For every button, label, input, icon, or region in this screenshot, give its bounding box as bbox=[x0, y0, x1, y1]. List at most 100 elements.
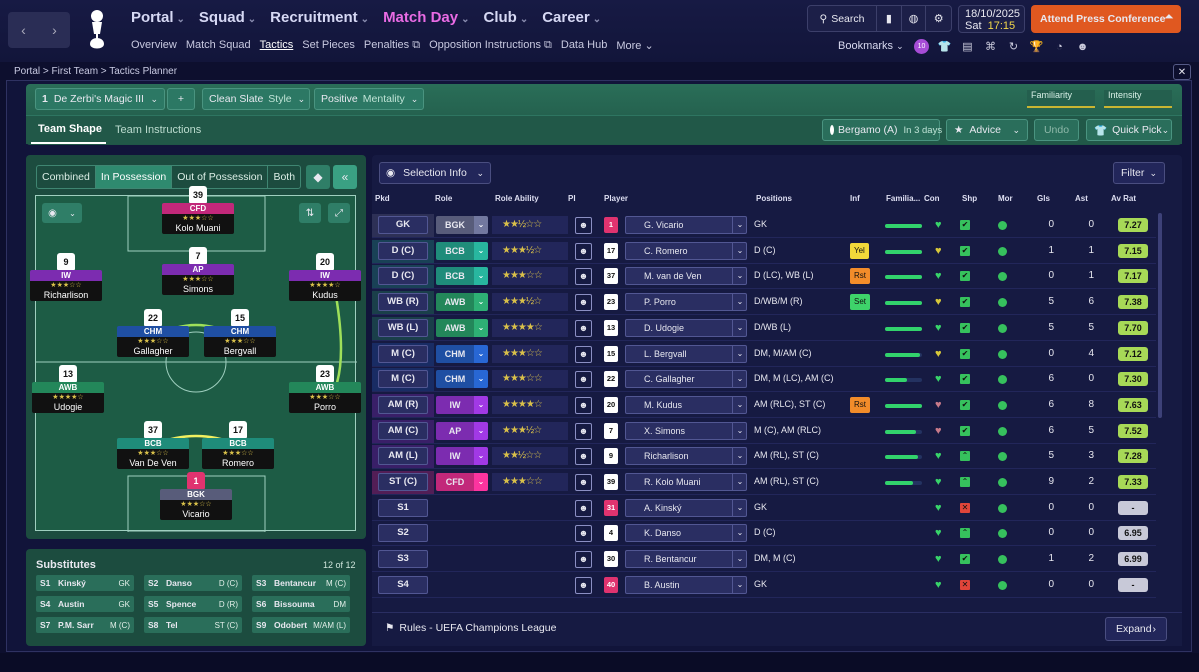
role-select[interactable]: BCB bbox=[436, 241, 474, 260]
pitch-player-chm-left[interactable]: 22 CHM ★★★☆☆ Gallagher bbox=[117, 309, 189, 357]
breadcrumb-item[interactable]: Tactics Planner bbox=[109, 66, 178, 77]
chevron-down-icon[interactable]: ⌄ bbox=[732, 447, 747, 466]
chevron-down-icon[interactable]: ⌄ bbox=[474, 473, 488, 491]
table-row[interactable]: WB (R) AWB ⌄ ★★★½☆ ☻ 23 P. Porro ⌄ D/WB/M (R) Set… bbox=[372, 290, 1156, 316]
pitch-player-bcb-left[interactable]: 37 BCB ★★★☆☆ Van De Ven bbox=[117, 421, 189, 469]
advice-button[interactable]: ★ Advice ⌄ bbox=[946, 119, 1028, 141]
pitch-options-button[interactable]: ◆ bbox=[306, 165, 330, 189]
table-row[interactable]: S2 ☻ 4 K. Danso ⌄ D (C) ♥ ⌃ 0 0 6.95 bbox=[372, 521, 1156, 547]
column-header[interactable]: Av Rat bbox=[1111, 194, 1137, 203]
table-row[interactable]: S3 ☻ 30 R. Bentancur ⌄ DM, M (C) ♥ ✔ 1 2 6.99 bbox=[372, 547, 1156, 573]
breadcrumb-item[interactable]: First Team bbox=[51, 66, 99, 77]
pitch-tab-1[interactable]: In Possession bbox=[95, 166, 173, 188]
picked-position[interactable]: GK bbox=[378, 216, 428, 234]
picked-position[interactable]: ST (C) bbox=[378, 473, 428, 491]
table-row[interactable]: M (C) CHM ⌄ ★★★☆☆ ☻ 22 C. Gallagher ⌄ DM, M (LC)… bbox=[372, 367, 1156, 393]
chevron-down-icon[interactable]: ⌄ bbox=[732, 421, 747, 440]
column-header[interactable]: Con bbox=[924, 194, 940, 203]
picked-position[interactable]: AM (C) bbox=[378, 421, 428, 440]
sub-card[interactable]: S1 Kinský GK bbox=[36, 575, 134, 591]
chevron-down-icon[interactable]: ⌄ bbox=[474, 216, 488, 234]
collapse-pitch-button[interactable]: « bbox=[333, 165, 357, 189]
role-select[interactable]: CFD bbox=[436, 473, 474, 491]
player-select[interactable]: M. Kudus bbox=[625, 395, 747, 414]
chevron-down-icon[interactable]: ⌄ bbox=[732, 550, 747, 569]
player-instructions-icon[interactable]: ☻ bbox=[575, 576, 592, 594]
column-header[interactable]: Ast bbox=[1075, 194, 1088, 203]
table-row[interactable]: D (C) BCB ⌄ ★★★½☆ ☻ 17 C. Romero ⌄ D (C) Yel ♥ ✔ 1 1 7… bbox=[372, 239, 1156, 264]
player-instructions-icon[interactable]: ☻ bbox=[575, 396, 592, 414]
nav-recruitment[interactable]: Recruitment ⌄ bbox=[270, 9, 369, 26]
column-header[interactable]: Role Ability bbox=[495, 194, 539, 203]
pitch-player-chm-right[interactable]: 15 CHM ★★★☆☆ Bergvall bbox=[204, 309, 276, 357]
column-header[interactable]: Familia... bbox=[886, 194, 921, 203]
familiarity-meter[interactable]: Familiarity bbox=[1027, 90, 1095, 108]
player-select[interactable]: C. Romero bbox=[625, 241, 747, 260]
player-instructions-icon[interactable]: ☻ bbox=[575, 474, 592, 491]
chevron-down-icon[interactable]: ⌄ bbox=[732, 498, 747, 517]
player-instructions-icon[interactable]: ☻ bbox=[575, 294, 592, 312]
player-instructions-icon[interactable]: ☻ bbox=[575, 499, 592, 517]
tab-team-instructions[interactable]: Team Instructions bbox=[115, 124, 202, 136]
player-select[interactable]: G. Vicario bbox=[625, 216, 747, 234]
sub-card[interactable]: S6 Bissouma DM bbox=[252, 596, 350, 612]
trophy-icon[interactable]: 🏆 bbox=[1029, 41, 1044, 53]
inbox-button[interactable]: ▮ bbox=[877, 6, 902, 31]
player-instructions-icon[interactable]: ☻ bbox=[575, 371, 592, 389]
subnav-item-1[interactable]: Match Squad bbox=[185, 39, 251, 51]
chevron-down-icon[interactable]: ⌄ bbox=[732, 216, 747, 234]
picked-position[interactable]: S3 bbox=[378, 550, 428, 569]
chevron-down-icon[interactable]: ⌄ bbox=[474, 241, 488, 260]
style-select[interactable]: Clean Slate Style ⌄ bbox=[202, 88, 310, 110]
expand-pitch-button[interactable]: ⤢ bbox=[328, 203, 350, 223]
sub-card[interactable]: S8 Tel ST (C) bbox=[144, 617, 242, 633]
mentality-select[interactable]: Positive Mentality ⌄ bbox=[314, 88, 424, 110]
chevron-down-icon[interactable]: ⌄ bbox=[474, 267, 488, 286]
table-row[interactable]: ST (C) CFD ⌄ ★★★☆☆ ☻ 39 R. Kolo Muani ⌄ AM (RL),… bbox=[372, 470, 1156, 495]
kit-icon[interactable]: 👕 bbox=[937, 41, 952, 53]
date-time[interactable]: 18/10/2025 Sat 17:15 bbox=[958, 5, 1025, 33]
player-select[interactable]: P. Porro bbox=[625, 293, 747, 312]
expand-button[interactable]: Expand › bbox=[1105, 617, 1167, 641]
player-instructions-icon[interactable]: ☻ bbox=[575, 422, 592, 440]
picked-position[interactable]: M (C) bbox=[378, 370, 428, 389]
refresh-icon[interactable]: ↻ bbox=[1008, 41, 1019, 53]
nav-match-day[interactable]: Match Day ⌄ bbox=[383, 9, 469, 26]
chevron-down-icon[interactable]: ⌄ bbox=[474, 293, 488, 312]
chevron-down-icon[interactable]: ⌄ bbox=[474, 344, 488, 363]
column-header[interactable]: Shp bbox=[962, 194, 978, 203]
subnav-item-7[interactable]: More ⌄ bbox=[616, 40, 654, 52]
people-icon[interactable]: ☻ bbox=[1076, 40, 1089, 53]
nav-squad[interactable]: Squad ⌄ bbox=[199, 9, 256, 26]
close-icon[interactable]: ✕ bbox=[1173, 64, 1191, 80]
nav-career[interactable]: Career ⌄ bbox=[542, 9, 601, 26]
chevron-down-icon[interactable]: ⌄ bbox=[732, 575, 747, 594]
table-row[interactable]: AM (R) IW ⌄ ★★★★☆ ☻ 20 M. Kudus ⌄ AM (RLC), ST (… bbox=[372, 393, 1156, 418]
sub-card[interactable]: S2 Danso D (C) bbox=[144, 575, 242, 591]
player-select[interactable]: R. Bentancur bbox=[625, 550, 747, 569]
role-select[interactable]: IW bbox=[436, 447, 474, 466]
sub-card[interactable]: S4 Austin GK bbox=[36, 596, 134, 612]
player-select[interactable]: B. Austin bbox=[625, 575, 747, 594]
chevron-down-icon[interactable]: ⌄ bbox=[474, 318, 488, 337]
player-instructions-icon[interactable]: ☻ bbox=[575, 268, 592, 286]
column-header[interactable]: Mor bbox=[998, 194, 1013, 203]
pitch-player-awb-right[interactable]: 23 AWB ★★★☆☆ Porro bbox=[289, 365, 361, 413]
picked-position[interactable]: S1 bbox=[378, 498, 428, 517]
filter-button[interactable]: Filter ⌄ bbox=[1113, 162, 1165, 184]
pitch-tab-3[interactable]: Both bbox=[273, 171, 296, 183]
chevron-down-icon[interactable]: ⌄ bbox=[474, 370, 488, 389]
picked-position[interactable]: D (C) bbox=[378, 267, 428, 286]
sub-card[interactable]: S5 Spence D (R) bbox=[144, 596, 242, 612]
player-instructions-icon[interactable]: ☻ bbox=[575, 448, 592, 466]
pitch-player-awb-left[interactable]: 13 AWB ★★★★☆ Udogie bbox=[32, 365, 104, 413]
picked-position[interactable]: M (C) bbox=[378, 344, 428, 363]
player-instructions-icon[interactable]: ☻ bbox=[575, 345, 592, 363]
picked-position[interactable]: WB (L) bbox=[378, 318, 428, 337]
picked-position[interactable]: S2 bbox=[378, 524, 428, 543]
chevron-down-icon[interactable]: ⌄ bbox=[474, 395, 488, 414]
chevron-down-icon[interactable]: ⌄ bbox=[474, 421, 488, 440]
player-select[interactable]: X. Simons bbox=[625, 421, 747, 440]
stats-icon[interactable]: ◔ bbox=[1056, 40, 1063, 53]
table-row[interactable]: D (C) BCB ⌄ ★★★☆☆ ☻ 37 M. van de Ven ⌄ D (LC), W… bbox=[372, 264, 1156, 290]
